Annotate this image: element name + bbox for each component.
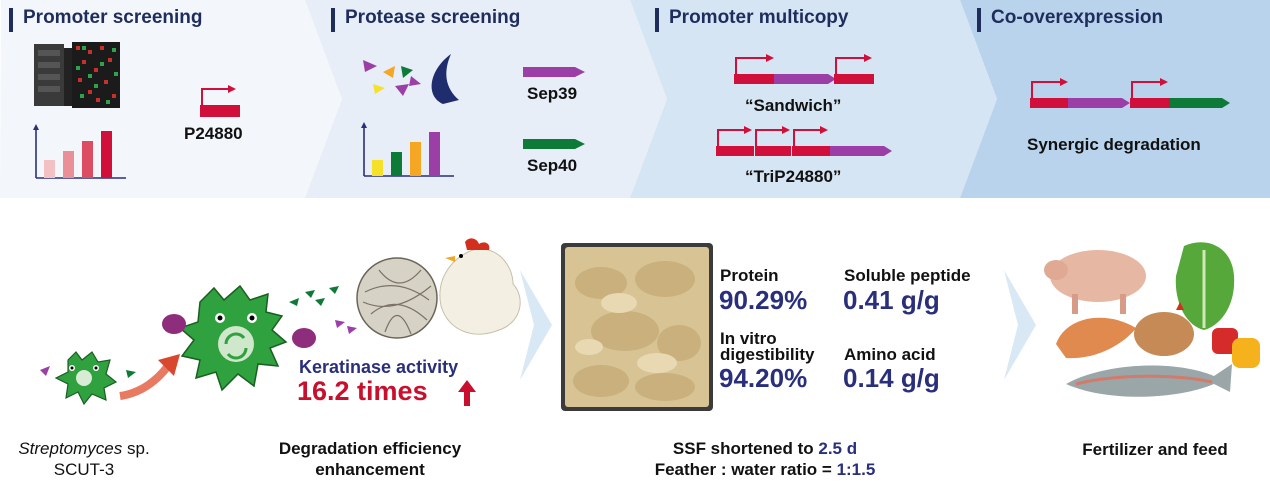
salmon-icon [1066, 364, 1232, 397]
chevron-right-icon [520, 270, 552, 380]
keratinase-activity-label: Keratinase activity [299, 357, 459, 377]
chicken-comb-icon [465, 238, 490, 250]
chevron-right-icon [1004, 270, 1036, 380]
keratinase-activity-value: 16.2 times [297, 376, 428, 407]
co-overexpression-construct [1030, 78, 1230, 108]
strain-id: SCUT-3 [53, 460, 115, 479]
sandwich-construct [734, 54, 874, 84]
tri-promoter-construct [716, 126, 892, 156]
trip-label: “TriP24880” [745, 167, 842, 186]
amino-label: Amino acid [844, 345, 936, 364]
enhancement-arrow [119, 354, 180, 400]
peptide-value: 0.41 g/g [843, 285, 940, 315]
ssf-caption: SSF shortened to 2.5 d Feather : water r… [600, 438, 930, 480]
increase-arrow-icon [458, 380, 476, 406]
strain-caption: Streptomyces sp. SCUT-3 [4, 438, 164, 480]
ssf-line2-prefix: Feather : water ratio = [654, 460, 837, 479]
pig-icon [1050, 250, 1146, 302]
strain-sp: sp. [122, 439, 150, 458]
step-title-co-overexpression: Co-overexpression [977, 7, 1163, 32]
panel-protease-screening [305, 0, 667, 198]
protease-molecules-icon [363, 54, 459, 104]
amino-value: 0.14 g/g [843, 363, 940, 393]
feather-icon [431, 54, 459, 104]
small-microbe-icon [40, 351, 136, 406]
synergic-label: Synergic degradation [1027, 135, 1201, 154]
server-rack-icon [34, 42, 120, 108]
ssf-line2-value: 1:1.5 [836, 460, 876, 479]
digestibility-label-1: In vitro [720, 329, 777, 348]
shrimp-icon [1056, 317, 1136, 359]
step-title-protease-screening: Protease screening [331, 7, 520, 32]
feather-ball-icon [356, 257, 438, 339]
sep39-label: Sep39 [527, 84, 578, 103]
protein-value: 90.29% [719, 285, 808, 315]
boxing-glove-icon [292, 328, 316, 348]
enhancement-caption: Degradation efficiency enhancement [240, 438, 500, 480]
hen-icon [1134, 312, 1194, 356]
sep40-label: Sep40 [527, 156, 578, 175]
boxing-glove-icon [162, 314, 186, 334]
protease-stream-icon [289, 286, 357, 334]
bar-chart-icon [33, 124, 126, 179]
protease-bar-chart-icon [361, 122, 454, 177]
sep40-gene-arrow [523, 139, 585, 149]
enhancement-line2: enhancement [315, 460, 425, 479]
digestibility-value: 94.20% [719, 363, 808, 393]
protein-label: Protein [720, 266, 779, 285]
pepper-icon [1232, 338, 1260, 368]
fertilizer-feed-collage [1044, 242, 1260, 397]
ssf-line1-prefix: SSF shortened to [672, 439, 819, 458]
pepper-icon [1212, 328, 1238, 354]
promoter-arrow-icon [200, 85, 240, 117]
promoter-label: P24880 [184, 124, 243, 143]
peptide-label: Soluble peptide [844, 266, 971, 285]
strain-genus: Streptomyces [18, 439, 123, 458]
enhanced-microbe-icon [162, 284, 316, 392]
activity-value-text: 16.2 times [297, 376, 428, 406]
chicken-feather-icon [356, 238, 521, 339]
ssf-line1-value: 2.5 d [818, 439, 858, 458]
step-title-promoter-screening: Promoter screening [9, 7, 203, 32]
sep39-gene-arrow [523, 67, 585, 77]
enhancement-line1: Degradation efficiency [278, 439, 462, 458]
step-title-promoter-multicopy: Promoter multicopy [655, 7, 848, 32]
application-caption: Fertilizer and feed [1082, 440, 1228, 459]
sandwich-label: “Sandwich” [745, 96, 842, 115]
feather-meal-photo [561, 243, 713, 411]
digestibility-label-2: digestibility [720, 345, 815, 364]
